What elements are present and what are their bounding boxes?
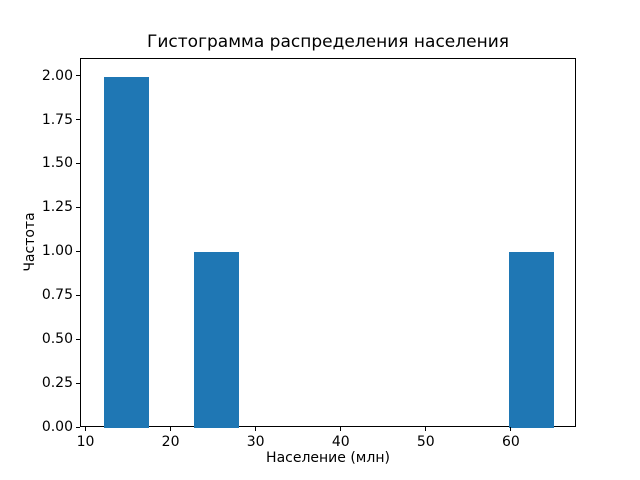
- y-tick-label: 0.25: [41, 375, 73, 392]
- histogram-bar: [103, 76, 149, 428]
- y-tick-label: 0.50: [41, 331, 73, 348]
- y-tick-label: 1.00: [41, 243, 73, 260]
- y-tick-label: 1.50: [41, 155, 73, 172]
- y-tick-label: 1.25: [41, 199, 73, 216]
- x-axis-label: Население (млн): [266, 450, 390, 466]
- plot-area: [80, 58, 576, 428]
- y-tick-label: 1.75: [41, 111, 73, 128]
- x-tick-label: 50: [416, 434, 435, 450]
- x-tick-label: 40: [331, 434, 350, 450]
- y-tick-label: 0.75: [41, 287, 73, 304]
- y-tick-label: 0.00: [41, 419, 73, 435]
- x-tick-mark: [170, 427, 172, 431]
- histogram-bar: [509, 252, 555, 428]
- histogram-bar: [193, 252, 239, 428]
- x-tick-label: 20: [161, 434, 180, 450]
- x-tick-mark: [85, 427, 86, 431]
- y-tick-label: 2.00: [41, 67, 73, 84]
- x-tick-mark: [255, 427, 257, 431]
- x-tick-label: 10: [76, 434, 95, 450]
- y-axis-label: Частота: [22, 212, 38, 272]
- x-tick-label: 60: [501, 434, 520, 450]
- chart-title: Гистограмма распределения населения: [147, 32, 509, 52]
- x-tick-mark: [340, 427, 342, 431]
- x-tick-mark: [425, 427, 427, 431]
- x-tick-label: 30: [246, 434, 265, 450]
